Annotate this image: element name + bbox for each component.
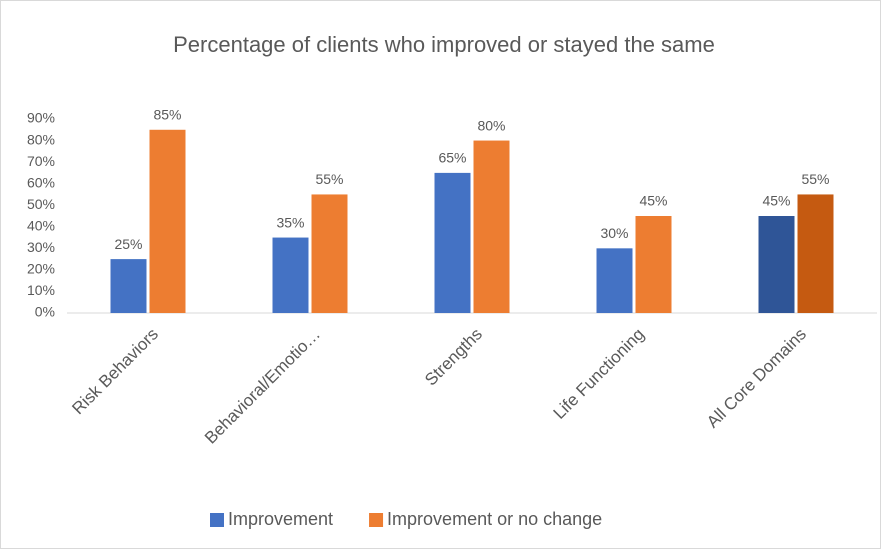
data-label: 80% — [477, 117, 505, 133]
y-tick-label: 60% — [27, 174, 55, 190]
y-tick-label: 30% — [27, 239, 55, 255]
data-label: 45% — [639, 193, 667, 209]
bar — [473, 140, 510, 313]
data-label: 55% — [315, 171, 343, 187]
data-label: 30% — [600, 225, 628, 241]
legend-label: Improvement — [228, 509, 333, 529]
bar — [272, 237, 309, 313]
bar — [110, 259, 147, 313]
bar — [434, 172, 471, 313]
data-label: 25% — [114, 236, 142, 252]
y-tick-label: 0% — [35, 304, 55, 320]
chart-title: Percentage of clients who improved or st… — [173, 32, 715, 57]
bar — [797, 194, 834, 313]
y-tick-label: 40% — [27, 217, 55, 233]
y-tick-label: 50% — [27, 196, 55, 212]
data-label: 85% — [153, 106, 181, 122]
bar — [596, 248, 633, 313]
bar — [635, 216, 672, 313]
data-label: 45% — [762, 193, 790, 209]
bar — [149, 129, 186, 313]
y-tick-label: 80% — [27, 131, 55, 147]
legend-label: Improvement or no change — [387, 509, 602, 529]
y-tick-label: 10% — [27, 282, 55, 298]
bar — [758, 216, 795, 313]
bar — [311, 194, 348, 313]
y-tick-label: 90% — [27, 110, 55, 126]
legend-swatch — [369, 513, 384, 527]
data-label: 35% — [276, 214, 304, 230]
legend-swatch — [210, 513, 224, 527]
y-tick-label: 20% — [27, 261, 55, 277]
data-label: 65% — [438, 150, 466, 166]
y-tick-label: 70% — [27, 153, 55, 169]
data-label: 55% — [801, 171, 829, 187]
